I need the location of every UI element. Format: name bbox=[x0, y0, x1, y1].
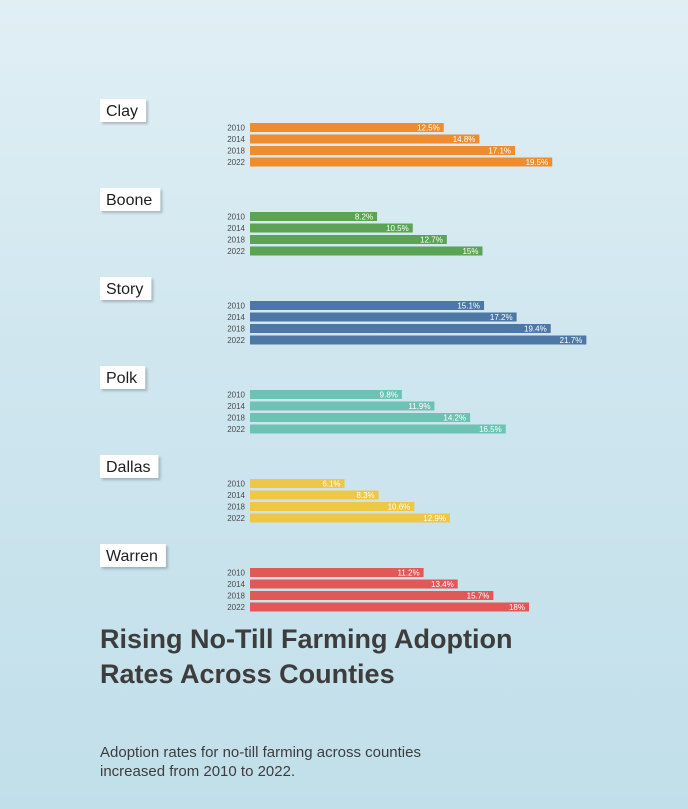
bar-value-label: 11.9% bbox=[408, 402, 430, 411]
bar-value-label: 6.1% bbox=[322, 479, 340, 488]
bar-story-2014 bbox=[250, 312, 517, 322]
year-label: 2018 bbox=[227, 324, 245, 333]
bar-polk-2010 bbox=[250, 390, 402, 399]
county-label: Story bbox=[106, 281, 143, 298]
year-label: 2018 bbox=[227, 235, 245, 244]
bar-value-label: 14.2% bbox=[443, 413, 466, 422]
bar-value-label: 19.4% bbox=[524, 324, 547, 333]
chart-title: Rising No-Till Farming Adoption Rates Ac… bbox=[100, 624, 513, 689]
bar-value-label: 8.3% bbox=[356, 491, 374, 500]
year-label: 2014 bbox=[227, 224, 245, 233]
bar-clay-2018 bbox=[250, 146, 516, 155]
bar-value-label: 12.7% bbox=[420, 235, 443, 244]
bar-boone-2022 bbox=[250, 246, 483, 256]
county-label-box: Clay bbox=[100, 99, 147, 122]
county-label-background bbox=[100, 455, 159, 478]
county-label-box: Dallas bbox=[100, 455, 159, 478]
year-label: 2022 bbox=[227, 425, 245, 434]
county-group-story: Story 2010 15.1% 2014 17.2% 2018 19.4% 2022 21.7… bbox=[100, 277, 587, 345]
bar-value-label: 14.8% bbox=[453, 135, 476, 144]
bar-value-label: 19.5% bbox=[526, 158, 549, 167]
bar-value-label: 15% bbox=[462, 247, 478, 256]
bar-polk-2018 bbox=[250, 413, 471, 422]
bar-value-label: 17.2% bbox=[490, 313, 513, 322]
year-label: 2010 bbox=[227, 123, 245, 132]
bar-warren-2014 bbox=[250, 579, 458, 589]
year-label: 2022 bbox=[227, 247, 245, 256]
county-label-box: Boone bbox=[100, 188, 161, 211]
year-label: 2014 bbox=[227, 580, 245, 589]
county-label-box: Warren bbox=[100, 544, 166, 567]
county-group-clay: Clay 2010 12.5% 2014 14.8% 2018 17.1% 2022 19.5% bbox=[100, 99, 553, 167]
county-group-boone: Boone 2010 8.2% 2014 10.5% 2018 12.7% 2022 15% bbox=[100, 188, 483, 256]
year-label: 2014 bbox=[227, 402, 245, 411]
year-label: 2018 bbox=[227, 146, 245, 155]
chart-subtitle: Adoption rates for no-till farming acros… bbox=[100, 744, 421, 780]
bar-story-2022 bbox=[250, 335, 587, 345]
year-label: 2014 bbox=[227, 491, 245, 500]
bar-clay-2022 bbox=[250, 157, 553, 167]
bar-value-label: 15.7% bbox=[467, 591, 490, 600]
bar-value-label: 12.9% bbox=[423, 514, 446, 523]
bar-value-label: 8.2% bbox=[355, 212, 373, 221]
bar-value-label: 15.1% bbox=[457, 301, 480, 310]
bar-clay-2010 bbox=[250, 123, 444, 132]
bar-dallas-2014 bbox=[250, 490, 379, 500]
year-label: 2010 bbox=[227, 479, 245, 488]
bar-value-label: 13.4% bbox=[431, 580, 454, 589]
bar-value-label: 16.5% bbox=[479, 425, 502, 434]
county-label-background bbox=[100, 188, 161, 211]
bar-clay-2014 bbox=[250, 134, 480, 144]
county-label-box: Story bbox=[100, 277, 152, 300]
bar-polk-2022 bbox=[250, 424, 506, 434]
bar-warren-2010 bbox=[250, 568, 424, 577]
year-label: 2010 bbox=[227, 390, 245, 399]
county-label-background bbox=[100, 99, 147, 122]
bar-dallas-2018 bbox=[250, 502, 415, 511]
year-label: 2014 bbox=[227, 135, 245, 144]
year-label: 2010 bbox=[227, 212, 245, 221]
year-label: 2022 bbox=[227, 336, 245, 345]
year-label: 2022 bbox=[227, 158, 245, 167]
year-label: 2018 bbox=[227, 413, 245, 422]
county-label: Polk bbox=[106, 370, 138, 387]
year-label: 2022 bbox=[227, 603, 245, 612]
county-label-background bbox=[100, 544, 166, 567]
bar-boone-2014 bbox=[250, 223, 413, 233]
year-label: 2018 bbox=[227, 591, 245, 600]
bar-warren-2018 bbox=[250, 591, 494, 600]
year-label: 2014 bbox=[227, 313, 245, 322]
bar-dallas-2010 bbox=[250, 479, 345, 488]
bar-value-label: 9.8% bbox=[380, 390, 398, 399]
county-group-polk: Polk 2010 9.8% 2014 11.9% 2018 14.2% 2022 16.5% bbox=[100, 366, 506, 434]
year-label: 2010 bbox=[227, 568, 245, 577]
bar-polk-2014 bbox=[250, 401, 435, 411]
county-label: Dallas bbox=[106, 459, 150, 476]
county-group-warren: Warren 2010 11.2% 2014 13.4% 2018 15.7% 2022 18% bbox=[100, 544, 529, 612]
year-label: 2018 bbox=[227, 502, 245, 511]
bar-value-label: 10.5% bbox=[386, 224, 409, 233]
year-label: 2010 bbox=[227, 301, 245, 310]
bar-dallas-2022 bbox=[250, 513, 450, 523]
bar-story-2018 bbox=[250, 324, 551, 333]
county-label-box: Polk bbox=[100, 366, 146, 389]
county-label-background bbox=[100, 277, 152, 300]
bar-value-label: 10.6% bbox=[388, 502, 411, 511]
bar-boone-2018 bbox=[250, 235, 447, 244]
bar-value-label: 12.5% bbox=[417, 123, 440, 132]
bar-boone-2010 bbox=[250, 212, 378, 221]
county-label-background bbox=[100, 366, 146, 389]
bar-value-label: 21.7% bbox=[560, 336, 583, 345]
bar-value-label: 18% bbox=[509, 603, 525, 612]
bar-warren-2022 bbox=[250, 602, 529, 612]
county-label: Boone bbox=[106, 192, 152, 209]
bar-value-label: 17.1% bbox=[488, 146, 511, 155]
county-label: Warren bbox=[106, 548, 158, 565]
county-group-dallas: Dallas 2010 6.1% 2014 8.3% 2018 10.6% 2022 12.9% bbox=[100, 455, 450, 523]
bar-story-2010 bbox=[250, 301, 485, 310]
bar-value-label: 11.2% bbox=[398, 568, 420, 577]
county-label: Clay bbox=[106, 103, 138, 120]
year-label: 2022 bbox=[227, 514, 245, 523]
